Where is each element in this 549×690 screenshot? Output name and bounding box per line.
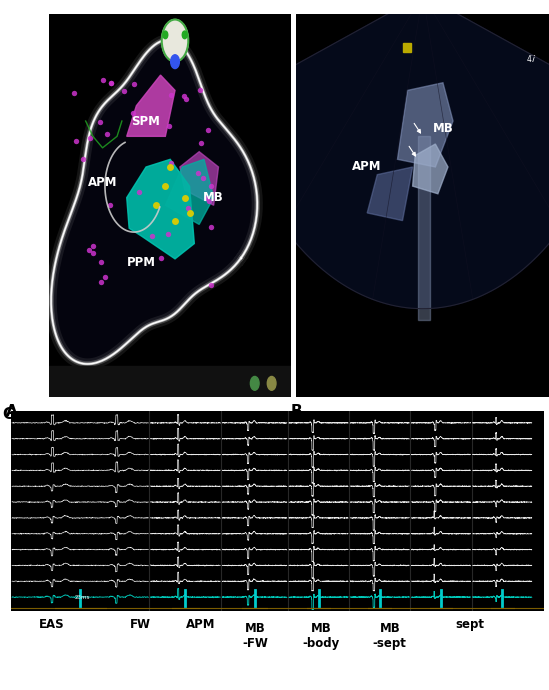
Point xyxy=(199,172,208,184)
Point xyxy=(152,200,160,211)
Text: A: A xyxy=(5,404,17,419)
Text: RAO: RAO xyxy=(206,379,221,384)
Text: 23ms: 23ms xyxy=(75,595,90,600)
Point xyxy=(156,252,165,263)
Point xyxy=(203,193,212,204)
Text: APM: APM xyxy=(88,176,117,189)
Point xyxy=(107,77,115,88)
Point xyxy=(135,186,144,197)
Circle shape xyxy=(163,31,168,39)
Point xyxy=(120,86,128,97)
Point xyxy=(206,181,215,192)
Point xyxy=(180,90,189,101)
Point xyxy=(128,108,137,119)
Point xyxy=(107,78,115,89)
Text: MB
-sept: MB -sept xyxy=(373,622,407,651)
Circle shape xyxy=(162,19,188,61)
Polygon shape xyxy=(397,83,453,167)
Point xyxy=(171,215,180,226)
Point xyxy=(194,167,203,178)
Point xyxy=(85,244,93,255)
Point xyxy=(161,181,170,192)
Point xyxy=(97,257,105,268)
Text: FW: FW xyxy=(130,618,150,631)
Point xyxy=(101,272,110,283)
Text: EAS: EAS xyxy=(40,618,65,631)
Text: APM: APM xyxy=(352,161,382,173)
Point xyxy=(88,240,97,251)
Circle shape xyxy=(250,377,259,391)
Point xyxy=(79,154,87,165)
Polygon shape xyxy=(180,152,219,206)
Point xyxy=(89,247,98,258)
Point xyxy=(165,120,174,131)
Point xyxy=(204,125,212,136)
Point xyxy=(166,161,175,172)
Text: sept: sept xyxy=(455,618,484,631)
Polygon shape xyxy=(413,144,448,194)
Point xyxy=(166,157,175,168)
Polygon shape xyxy=(51,40,257,364)
Point xyxy=(185,208,194,219)
Point xyxy=(103,128,111,139)
Text: MB: MB xyxy=(203,191,224,204)
Point xyxy=(197,138,205,149)
Point xyxy=(98,75,107,86)
Point xyxy=(72,136,81,147)
Text: MB
-FW: MB -FW xyxy=(242,622,268,651)
Bar xyxy=(402,43,411,52)
Point xyxy=(206,221,215,232)
Point xyxy=(163,228,172,239)
Point xyxy=(148,230,156,241)
Point xyxy=(97,277,105,288)
Text: SPM: SPM xyxy=(132,115,160,128)
Text: APM: APM xyxy=(186,618,215,631)
Point xyxy=(70,88,79,99)
Point xyxy=(184,203,193,214)
Text: MB
-body: MB -body xyxy=(302,622,340,651)
Text: B: B xyxy=(291,404,302,419)
Point xyxy=(206,280,215,291)
Point xyxy=(95,116,104,127)
Text: 47: 47 xyxy=(526,55,536,64)
Polygon shape xyxy=(418,137,430,320)
Text: C: C xyxy=(3,407,14,422)
Point xyxy=(105,199,114,210)
Circle shape xyxy=(171,55,180,68)
Polygon shape xyxy=(127,75,175,137)
Point xyxy=(205,195,214,206)
Text: PPM: PPM xyxy=(127,256,156,269)
Point xyxy=(86,132,94,143)
Circle shape xyxy=(267,377,276,391)
Polygon shape xyxy=(165,159,214,224)
Point xyxy=(180,192,189,203)
Text: MB: MB xyxy=(433,122,453,135)
Polygon shape xyxy=(367,167,413,221)
Point xyxy=(195,84,204,95)
Point xyxy=(166,89,175,100)
Polygon shape xyxy=(228,0,549,308)
Bar xyxy=(49,366,291,397)
Circle shape xyxy=(182,31,187,39)
Polygon shape xyxy=(127,159,194,259)
Point xyxy=(137,112,146,123)
Point xyxy=(182,94,191,105)
Point xyxy=(130,79,138,90)
